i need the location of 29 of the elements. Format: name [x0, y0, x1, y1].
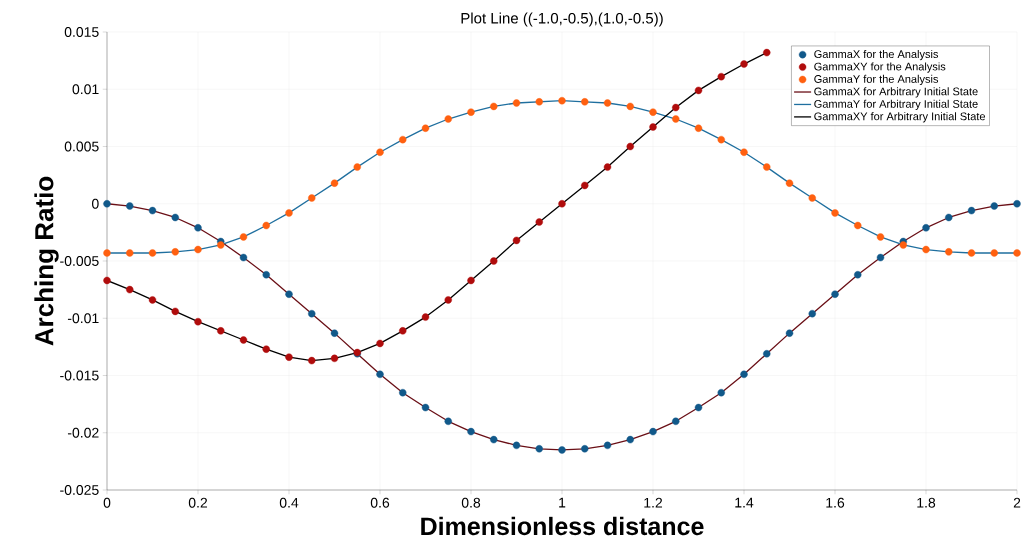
x-tick-label: 0.6	[370, 497, 390, 508]
x-tick-label: 2	[1013, 497, 1021, 508]
y-tick-label: -0.01	[67, 313, 99, 324]
x-tick-label: 0.8	[461, 497, 481, 508]
x-tick-label: 1.6	[826, 497, 845, 508]
x-tick-label: 1.8	[917, 497, 936, 508]
x-tick-label: 1.2	[644, 497, 663, 508]
legend-label: GammaXY for Arbitrary Initial State	[814, 112, 986, 123]
x-axis-title: Dimensionless distance	[421, 516, 704, 536]
x-tick-label: 0.2	[188, 497, 208, 508]
chart-title: Plot Line ((-1.0,-0.5),(1.0,-0.5))	[461, 12, 663, 27]
x-tick-label: 1	[559, 497, 566, 508]
x-tick-label: 1.4	[735, 497, 754, 508]
legend-label: GammaXY for the Analysis	[814, 62, 946, 73]
x-tick-label: 0	[103, 497, 111, 508]
legend-label: GammaY for the Analysis	[814, 74, 939, 86]
legend-label: GammaX for the Analysis	[814, 49, 939, 61]
y-tick-label: -0.015	[60, 370, 99, 381]
y-tick-label: -0.005	[60, 256, 99, 266]
y-tick-label: 0.005	[64, 141, 99, 152]
y-axis-title: Arching Ratio	[34, 176, 59, 346]
legend-label: GammaX for Arbitrary Initial State	[814, 87, 978, 98]
y-tick-label: 0	[91, 198, 99, 209]
legend-label: GammaY for Arbitrary Initial State	[814, 99, 978, 110]
y-tick-label: 0.015	[64, 27, 99, 37]
y-tick-label: -0.02	[67, 427, 99, 438]
y-tick-label: 0.01	[72, 84, 99, 95]
y-tick-label: -0.025	[60, 485, 99, 495]
x-tick-label: 0.4	[279, 497, 299, 508]
